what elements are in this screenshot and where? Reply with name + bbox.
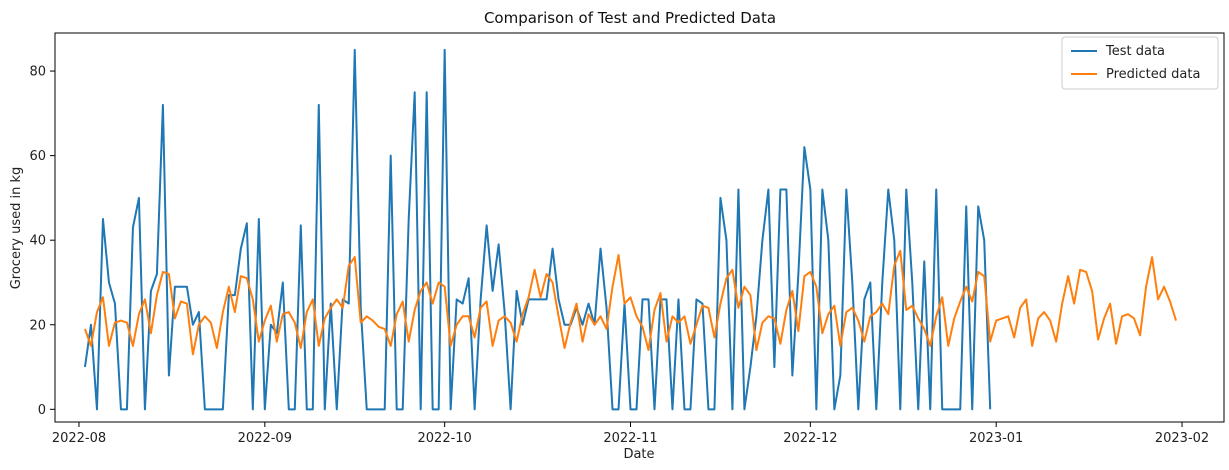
plot-frame	[54, 32, 1225, 423]
x-tick-label: 2022-08	[52, 431, 106, 446]
legend-label-predicted: Predicted data	[1106, 67, 1200, 82]
x-axis-label: Date	[623, 447, 654, 462]
x-tick-label: 2022-09	[238, 431, 292, 446]
y-tick-label: 80	[29, 65, 46, 80]
x-axis: 2022-08 2022-09 2022-10 2022-11 2022-12 2023-…	[52, 422, 1209, 446]
x-tick-label: 2023-02	[1155, 431, 1209, 446]
legend-label-test: Test data	[1105, 44, 1165, 59]
legend-box	[1061, 36, 1219, 90]
y-tick-label: 40	[29, 234, 46, 249]
x-tick-label: 2022-12	[783, 431, 837, 446]
x-tick-label: 2023-01	[969, 431, 1023, 446]
chart-title: Comparison of Test and Predicted Data	[484, 9, 776, 27]
series-line-predicted-data	[84, 249, 1177, 356]
x-tick-label: 2022-10	[418, 431, 472, 446]
series-line-test-data	[83, 48, 992, 411]
y-axis: 0 20 40 60 80	[29, 65, 55, 418]
y-tick-label: 0	[38, 403, 46, 418]
legend: Test data Predicted data	[1061, 36, 1219, 90]
x-tick-label: 2022-11	[603, 431, 657, 446]
y-tick-label: 60	[29, 149, 46, 164]
y-tick-label: 20	[29, 318, 46, 333]
series-layer	[83, 48, 1177, 411]
y-axis-label: Grocery used in kg	[9, 167, 24, 290]
